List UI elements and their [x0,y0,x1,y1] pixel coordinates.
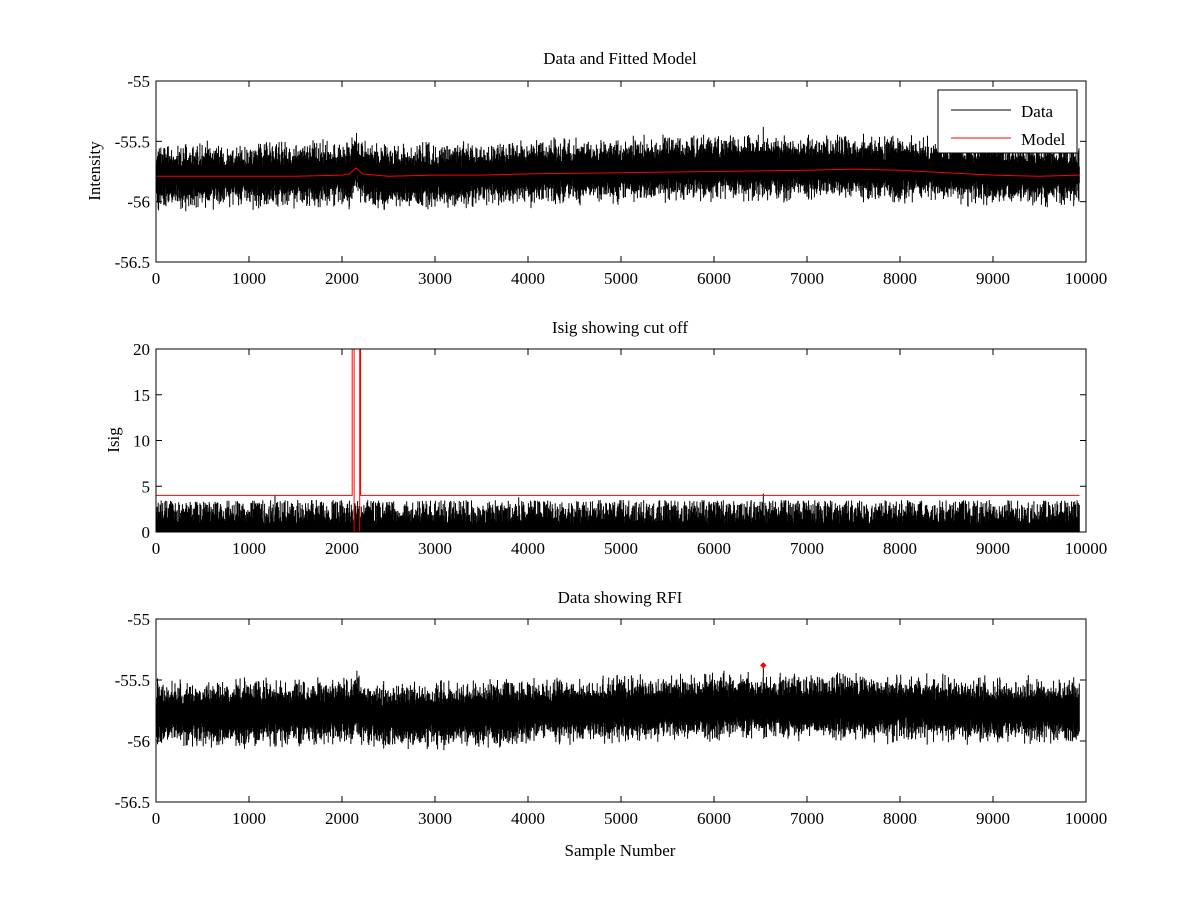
x-tick-label: 9000 [976,539,1010,558]
y-tick-label: 10 [133,432,150,451]
chart-title: Isig showing cut off [552,318,688,337]
y-tick-label: 20 [133,340,150,359]
x-tick-label: 6000 [697,269,731,288]
x-tick-label: 0 [152,539,161,558]
y-axis-label: Isig [104,427,123,453]
rfi-point-marker [760,662,767,669]
x-tick-label: 1000 [232,539,266,558]
x-tick-label: 5000 [604,539,638,558]
x-tick-label: 4000 [511,809,545,828]
y-tick-label: -56.5 [115,793,150,812]
x-tick-label: 4000 [511,269,545,288]
x-tick-label: 2000 [325,269,359,288]
legend-label-model: Model [1021,130,1066,149]
x-axis-label: Sample Number [565,841,676,860]
subplot-data-and-fitted-model: Data and Fitted Model Intensity 0 1000 200… [85,49,1107,288]
x-tick-label: 3000 [418,539,452,558]
x-tick-label: 9000 [976,809,1010,828]
x-tick-label: 8000 [883,269,917,288]
subplot-isig-showing-cut-off: Isig showing cut off Isig 0 1000 2000 3000 4… [104,318,1107,558]
plot-area [156,662,1080,751]
y-tick-label: -56 [127,193,150,212]
axis-ticks: 0 1000 2000 3000 4000 5000 6000 7000 8000 9000 100… [115,610,1108,828]
y-axis-label: Intensity [85,141,104,201]
y-tick-label: -55.5 [115,132,150,151]
x-tick-label: 6000 [697,539,731,558]
x-tick-label: 7000 [790,809,824,828]
x-tick-label: 8000 [883,539,917,558]
x-tick-label: 10000 [1065,539,1108,558]
series-model-line [156,167,1080,177]
y-tick-label: -56 [127,732,150,751]
series-data-line [156,665,1080,751]
x-tick-label: 3000 [418,269,452,288]
x-tick-label: 5000 [604,269,638,288]
x-tick-label: 10000 [1065,269,1108,288]
x-tick-label: 1000 [232,809,266,828]
x-tick-label: 7000 [790,539,824,558]
x-tick-label: 2000 [325,539,359,558]
subplot-data-showing-rfi: Data showing RFI 0 1000 2000 3000 4000 5000 60… [115,588,1108,860]
x-tick-label: 8000 [883,809,917,828]
plot-area [156,349,1080,532]
plot-area [156,126,1080,212]
y-tick-label: 5 [142,477,151,496]
y-tick-label: -55 [127,72,150,91]
x-tick-label: 2000 [325,809,359,828]
x-tick-label: 3000 [418,809,452,828]
y-tick-label: -56.5 [115,253,150,272]
x-tick-label: 0 [152,269,161,288]
x-tick-label: 1000 [232,269,266,288]
legend: Data Model [937,89,1078,154]
series-cut-off-line [156,349,1080,532]
axis-ticks: 0 1000 2000 3000 4000 5000 6000 7000 8000 9000 100… [115,72,1108,288]
x-tick-label: 0 [152,809,161,828]
x-tick-label: 5000 [604,809,638,828]
y-tick-label: -55 [127,610,150,629]
axis-ticks: 0 1000 2000 3000 4000 5000 6000 7000 8000 9000 100… [133,340,1107,558]
legend-label-data: Data [1021,102,1054,121]
x-tick-label: 10000 [1065,809,1108,828]
y-tick-label: 0 [142,523,151,542]
legend-box [937,89,1078,154]
x-tick-label: 6000 [697,809,731,828]
series-isig-line [156,493,1080,532]
y-tick-label: 15 [133,386,150,405]
x-tick-label: 4000 [511,539,545,558]
chart-title: Data and Fitted Model [543,49,697,68]
y-tick-label: -55.5 [115,671,150,690]
x-tick-label: 7000 [790,269,824,288]
x-tick-label: 9000 [976,269,1010,288]
chart-title: Data showing RFI [558,588,683,607]
